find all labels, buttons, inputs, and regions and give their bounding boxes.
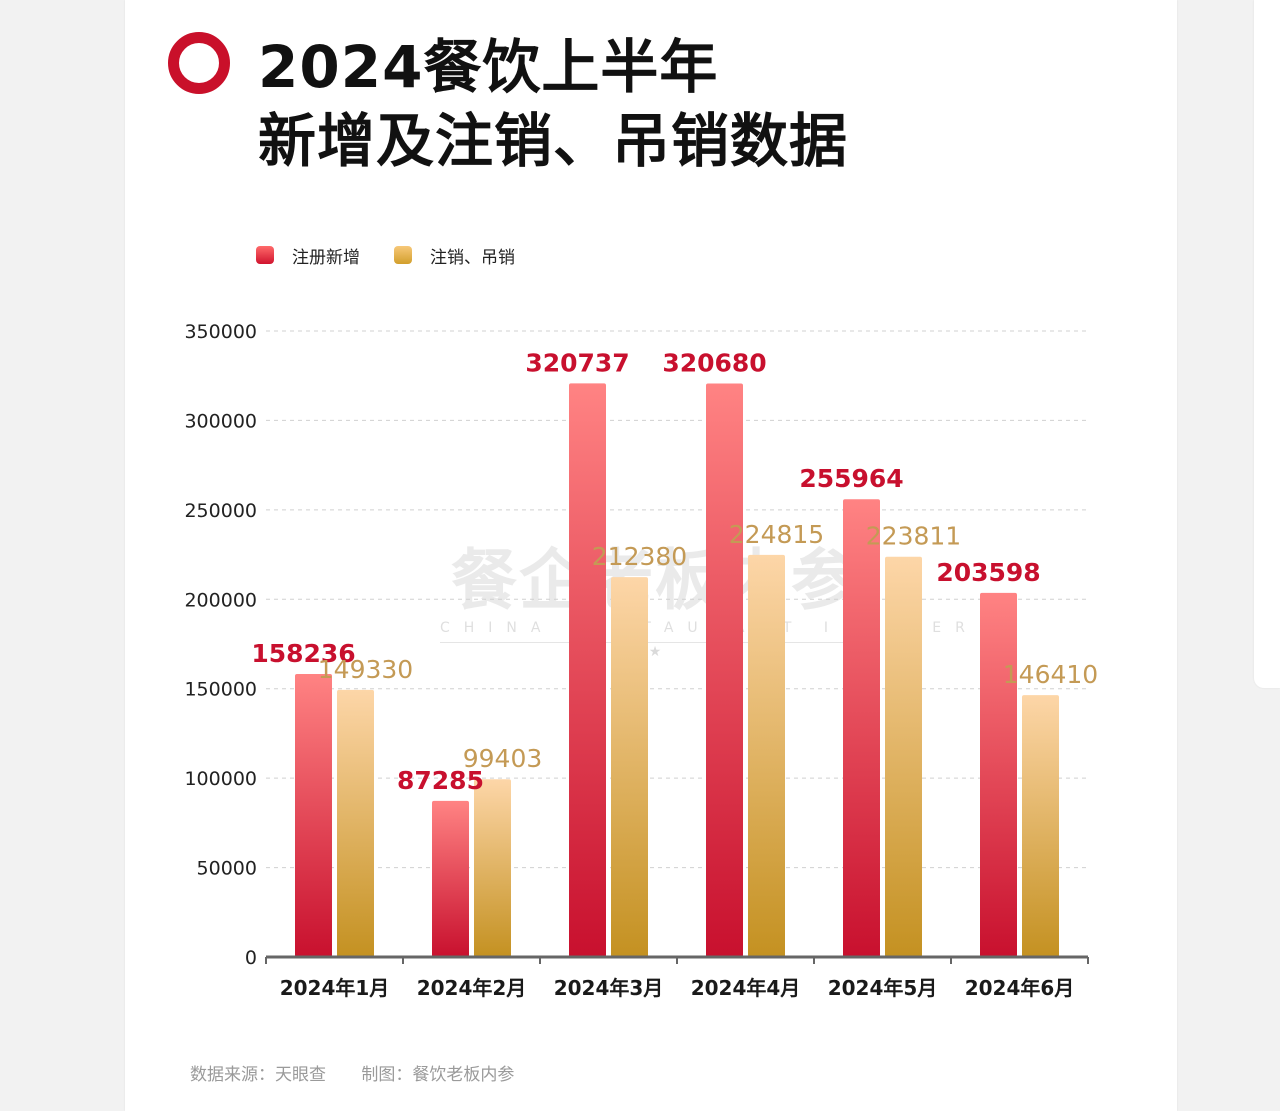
data-label-cancelled: 223811: [866, 522, 961, 551]
x-tick-label: 2024年1月: [280, 976, 390, 1000]
source-note: 数据来源：天眼查 制图：餐饮老板内参: [190, 1060, 514, 1085]
data-label-cancelled: 149330: [318, 655, 413, 684]
chart-title: 2024餐饮上半年 新增及注销、吊销数据: [258, 30, 848, 178]
y-tick-label: 150000: [184, 679, 257, 701]
y-tick-label: 0: [245, 947, 257, 969]
y-axis-ticks: 0 50000 100000 150000 200000 250000 300000 3500…: [184, 321, 257, 969]
data-label-registered: 158236: [251, 639, 355, 668]
data-source: 数据来源：天眼查: [190, 1065, 326, 1085]
legend-swatch-red: [256, 246, 274, 264]
legend-item-cancelled: 注销、吊销: [394, 243, 515, 268]
x-tick-label: 2024年6月: [965, 976, 1075, 1000]
ring-logo-icon: [168, 32, 230, 94]
bar-cancelled: [337, 689, 374, 957]
x-tick-label: 2024年2月: [417, 976, 527, 1000]
x-axis: [265, 955, 1089, 964]
bar-registered: [432, 800, 469, 957]
bar-cancelled: [885, 556, 922, 957]
title-line-2: 新增及注销、吊销数据: [258, 107, 849, 175]
data-label-registered: 203598: [936, 558, 1040, 587]
gridlines: [266, 330, 1088, 869]
title-line-1: 2024餐饮上半年: [258, 33, 719, 101]
bar-cancelled: [611, 577, 648, 957]
x-axis-ticks: 2024年1月 2024年2月 2024年3月 2024年4月 2024年5月 2024年…: [280, 976, 1075, 1000]
y-tick-label: 50000: [197, 858, 257, 880]
data-label-cancelled: 146410: [1003, 660, 1098, 689]
y-tick-label: 100000: [184, 768, 257, 790]
bar-registered: [295, 673, 332, 957]
data-label-registered: 87285: [397, 766, 484, 795]
bar-registered: [980, 592, 1017, 957]
data-label-cancelled: 212380: [592, 542, 687, 571]
bar-registered: [569, 383, 606, 957]
data-label-registered: 320737: [525, 348, 629, 377]
x-tick-label: 2024年4月: [691, 976, 801, 1000]
bars: [295, 383, 1059, 957]
y-tick-label: 300000: [184, 410, 257, 432]
side-panel: [1254, 0, 1280, 688]
data-label-registered: 320680: [662, 348, 766, 377]
bar-cancelled: [748, 554, 785, 957]
bar-cancelled: [1022, 695, 1059, 957]
y-tick-label: 200000: [184, 589, 257, 611]
data-label-cancelled: 224815: [729, 520, 824, 549]
bar-cancelled: [474, 779, 511, 957]
data-label-registered: 255964: [799, 464, 903, 493]
x-tick-label: 2024年3月: [554, 976, 664, 1000]
bar-registered: [843, 499, 880, 957]
chart-credit: 制图：餐饮老板内参: [361, 1065, 515, 1085]
x-tick-label: 2024年5月: [828, 976, 938, 1000]
legend-label-registered: 注册新增: [292, 247, 360, 268]
data-label-cancelled: 99403: [463, 744, 543, 773]
legend-label-cancelled: 注销、吊销: [430, 247, 515, 268]
legend: 注册新增 注销、吊销: [256, 240, 549, 270]
y-tick-label: 250000: [184, 500, 257, 522]
bar-registered: [706, 383, 743, 957]
legend-swatch-gold: [394, 246, 412, 264]
y-tick-label: 350000: [184, 321, 257, 343]
legend-item-registered: 注册新增: [256, 243, 360, 268]
